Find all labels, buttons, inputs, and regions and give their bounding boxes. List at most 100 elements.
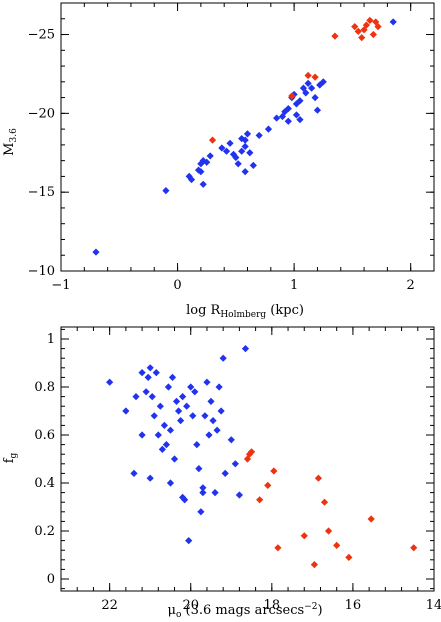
bottom-point-series-0 — [179, 393, 187, 401]
top-point-series-1 — [358, 34, 366, 42]
top-ylabel-sub: 3.6 — [9, 128, 19, 143]
bottom-point-series-0 — [191, 388, 199, 396]
bottom-point-series-1 — [410, 544, 418, 552]
bottom-point-series-1 — [345, 553, 353, 561]
bottom-point-series-0 — [164, 383, 173, 391]
bottom-point-series-1 — [314, 474, 323, 482]
bottom-point-series-0 — [217, 407, 225, 415]
bottom-point-series-0 — [146, 364, 154, 372]
top-point-series-1 — [331, 32, 339, 40]
bottom-plot-frame — [60, 326, 435, 592]
top-point-series-0 — [299, 84, 308, 92]
top-point-series-0 — [319, 78, 327, 86]
bottom-point-series-0 — [213, 426, 221, 434]
top-point-series-1 — [304, 71, 312, 80]
top-point-series-0 — [243, 130, 252, 138]
top-point-series-0 — [206, 152, 214, 160]
bottom-panel: 22 20 18 16 14 0 0.2 0.4 0.6 0.8 1 μo (3.6 mags ar… — [2, 326, 441, 620]
bottom-xlabel-sup: −2 — [304, 602, 317, 612]
bottom-point-series-0 — [185, 537, 193, 545]
top-point-series-0 — [241, 142, 249, 151]
bottom-point-series-0 — [193, 441, 201, 449]
bottom-point-series-0 — [166, 426, 175, 434]
top-xtick-label: 0 — [173, 278, 181, 293]
top-xtick-label: −1 — [51, 278, 70, 293]
top-point-series-1 — [208, 136, 217, 144]
top-point-series-0 — [273, 114, 281, 122]
bottom-point-series-0 — [152, 369, 160, 377]
top-point-series-0 — [238, 147, 246, 155]
top-xlabel-sub: Holmberg — [220, 310, 266, 320]
top-point-series-0 — [255, 131, 263, 140]
bottom-point-series-0 — [172, 397, 181, 405]
bottom-point-series-0 — [144, 373, 152, 381]
top-point-series-0 — [203, 158, 211, 166]
top-point-series-0 — [281, 108, 289, 116]
top-point-series-1 — [354, 27, 362, 35]
bottom-xtick-label: 18 — [264, 598, 281, 613]
bottom-xtick-label: 20 — [182, 598, 199, 613]
bottom-point-series-0 — [148, 393, 156, 401]
bottom-point-series-0 — [106, 378, 114, 386]
bottom-ylabel: fg — [2, 452, 19, 463]
bottom-point-series-0 — [179, 493, 187, 501]
bottom-point-series-0 — [132, 393, 140, 401]
bottom-xlabel-unit: (3.6 mags arcsecs — [186, 603, 305, 618]
bottom-point-series-1 — [270, 467, 278, 475]
bottom-ytick-label: 1 — [47, 332, 55, 347]
top-point-series-0 — [296, 116, 304, 124]
top-point-series-0 — [199, 180, 207, 188]
bottom-xtick-label: 16 — [345, 598, 362, 613]
top-point-series-1 — [311, 73, 319, 81]
bottom-point-series-0 — [201, 412, 209, 420]
bottom-point-series-0 — [166, 479, 175, 487]
top-point-series-0 — [292, 111, 301, 119]
top-point-series-1 — [366, 16, 374, 24]
top-points — [92, 16, 397, 256]
top-point-series-0 — [311, 93, 319, 102]
top-point-series-0 — [232, 153, 240, 162]
top-point-series-0 — [308, 84, 316, 92]
bottom-point-series-0 — [162, 441, 171, 449]
top-point-series-0 — [92, 248, 100, 256]
bottom-ytick-label: 0.6 — [34, 428, 55, 443]
bottom-point-series-0 — [177, 417, 185, 425]
top-point-series-1 — [369, 30, 377, 39]
bottom-point-series-1 — [320, 498, 329, 506]
top-point-series-0 — [241, 136, 249, 144]
top-point-series-1 — [351, 23, 359, 31]
bottom-xlabel-main: μ — [167, 603, 175, 618]
bottom-point-series-1 — [245, 450, 254, 458]
top-point-series-0 — [246, 149, 254, 157]
top-point-series-0 — [222, 147, 231, 155]
bottom-point-series-0 — [154, 431, 162, 439]
top-ylabel-main: M — [2, 143, 17, 156]
bottom-point-series-0 — [203, 378, 211, 386]
bottom-point-series-0 — [146, 474, 154, 482]
top-point-series-0 — [249, 161, 257, 169]
bottom-point-series-1 — [274, 544, 282, 552]
bottom-point-series-0 — [221, 469, 229, 477]
bottom-point-series-0 — [209, 417, 217, 425]
top-point-series-0 — [316, 81, 324, 89]
top-point-series-0 — [296, 97, 304, 105]
bottom-point-series-1 — [256, 496, 264, 504]
bottom-ylabel-main: f — [2, 457, 17, 463]
bottom-point-series-0 — [241, 345, 250, 353]
top-point-series-0 — [197, 168, 205, 176]
top-point-series-1 — [374, 23, 382, 31]
top-point-series-0 — [234, 160, 242, 168]
bottom-point-series-0 — [207, 397, 215, 405]
top-ytick-label: −25 — [28, 28, 55, 43]
bottom-point-series-0 — [215, 383, 223, 391]
bottom-point-series-0 — [195, 465, 203, 473]
bottom-xlabel: μo (3.6 mags arcsecs−2) — [167, 602, 322, 620]
top-xtick-label: 2 — [407, 278, 415, 293]
bottom-point-series-0 — [174, 407, 183, 415]
bottom-point-series-0 — [183, 402, 191, 410]
top-xlabel-unit: (kpc) — [270, 303, 304, 318]
bottom-ytick-label: 0 — [47, 572, 55, 587]
bottom-xtick-label: 22 — [101, 598, 118, 613]
bottom-point-series-0 — [150, 412, 158, 420]
